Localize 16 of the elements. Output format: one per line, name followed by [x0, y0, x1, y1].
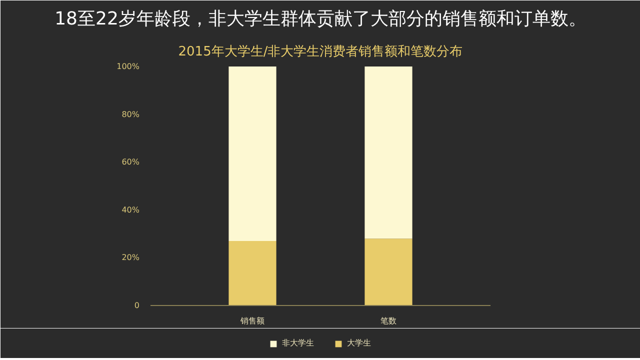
legend-label: 非大学生	[282, 338, 314, 348]
y-tick-label: 100%	[116, 62, 140, 71]
legend-label: 大学生	[347, 338, 371, 348]
y-tick-label: 80%	[122, 110, 140, 119]
x-tick-label: 笔数	[380, 316, 396, 326]
y-tick-label: 60%	[122, 158, 140, 167]
chart-subtitle: 2015年大学生/非大学生消费者销售额和笔数分布	[178, 44, 463, 60]
y-tick-label: 0	[134, 301, 140, 310]
chart-title: 18至22岁年龄段，非大学生群体贡献了大部分的销售额和订单数。	[54, 8, 586, 30]
bar	[228, 66, 276, 241]
y-tick-label: 20%	[122, 253, 140, 262]
x-tick-label: 销售额	[240, 316, 264, 326]
y-tick-label: 40%	[122, 205, 140, 214]
bar	[364, 238, 412, 306]
bar	[228, 240, 276, 306]
bar	[364, 66, 412, 239]
